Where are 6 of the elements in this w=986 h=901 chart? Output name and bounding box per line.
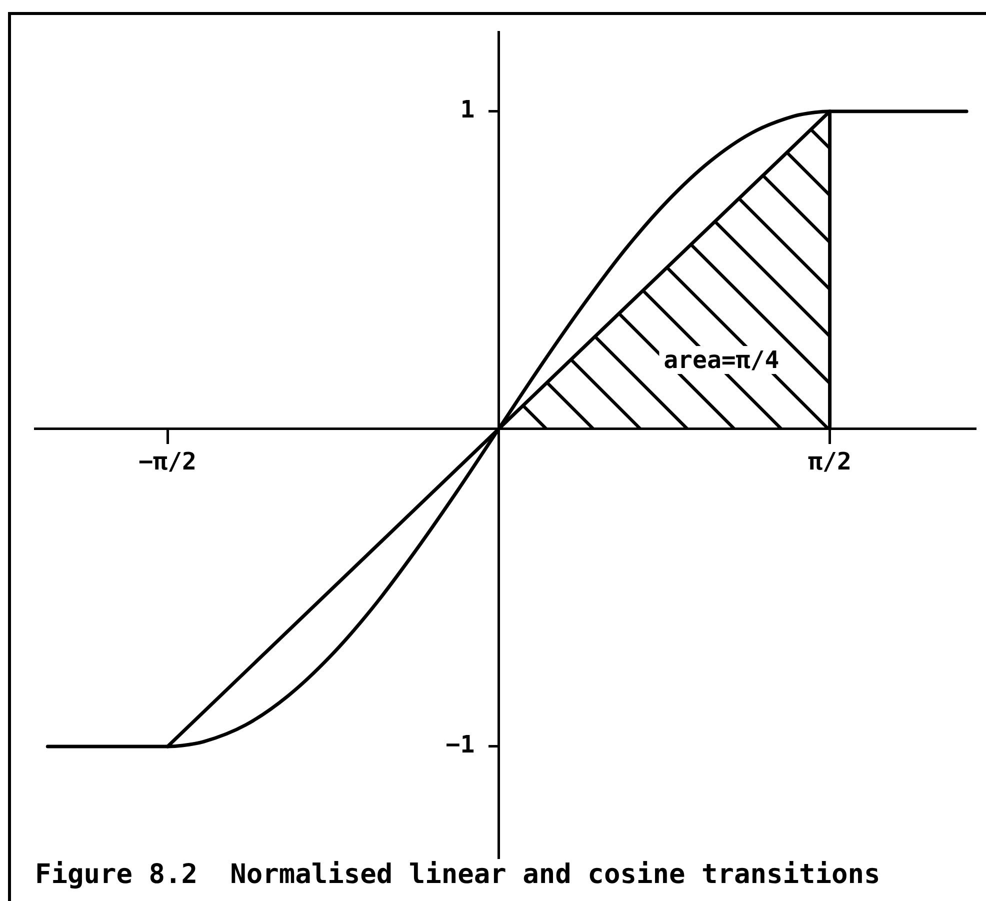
x-tick-label: π/2 [808, 448, 852, 476]
y-tick-label: −1 [446, 730, 475, 759]
y-tick-label: 1 [460, 96, 475, 124]
annotation: area=π/4 [660, 346, 784, 374]
x-tick-label: −π/2 [138, 448, 196, 476]
text: Figure 8.2 Normalised linear and cosine transitions [35, 858, 880, 890]
